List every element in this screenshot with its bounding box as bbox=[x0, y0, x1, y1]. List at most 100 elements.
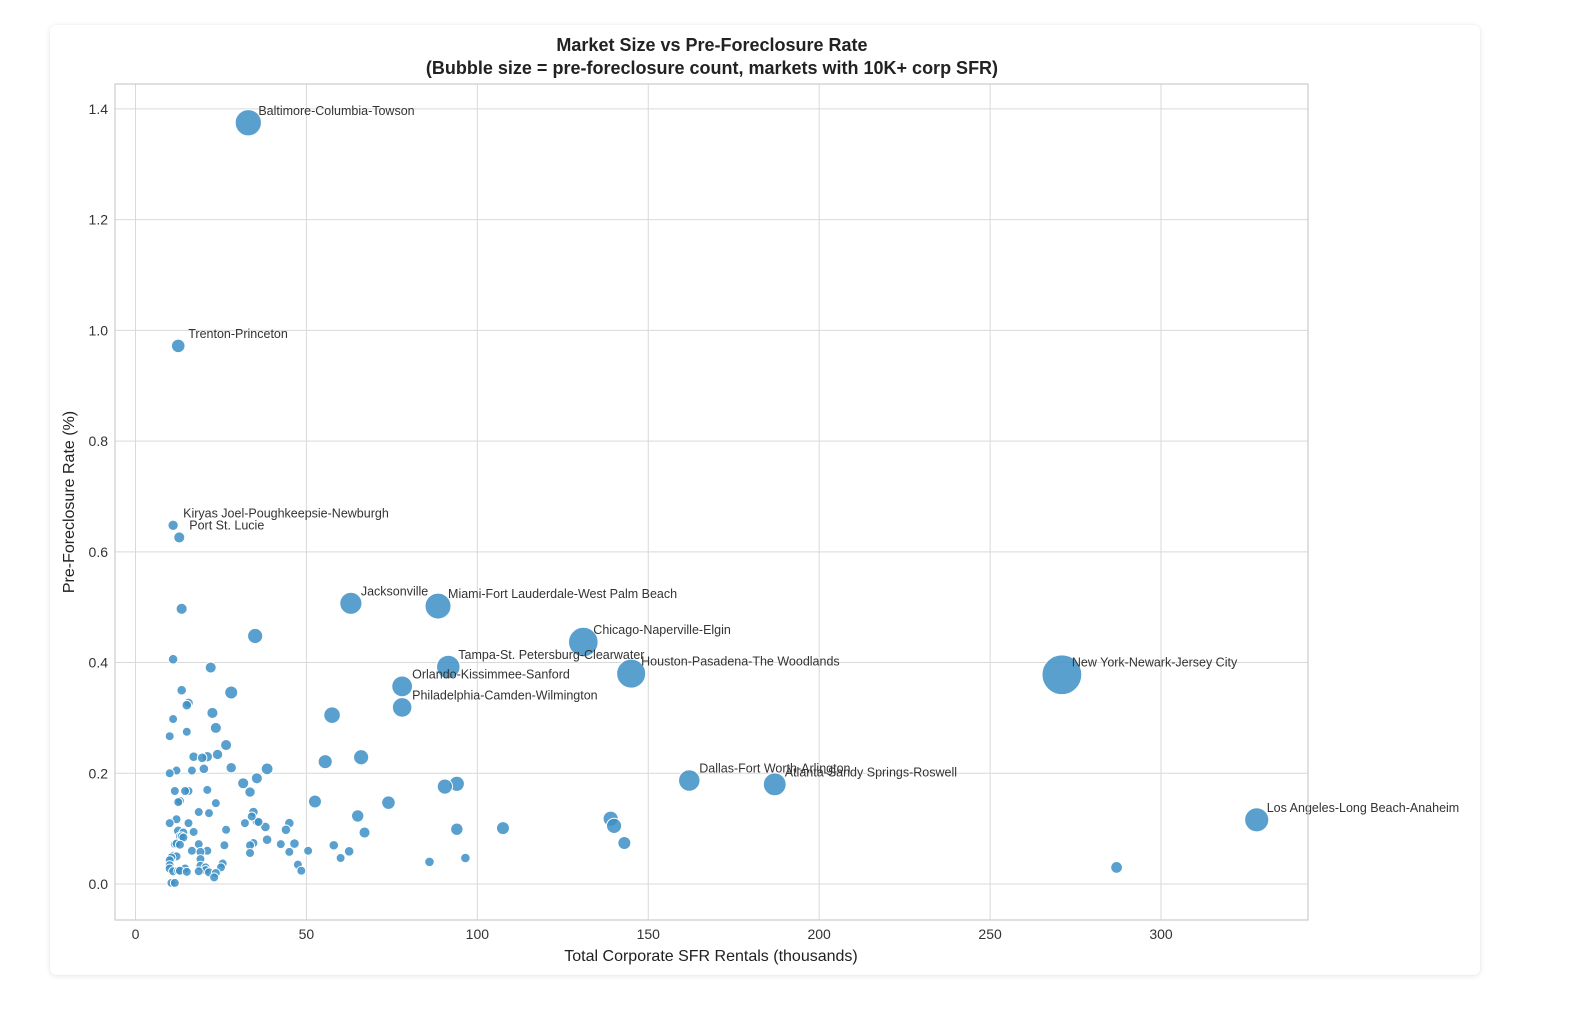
market-label: Baltimore-Columbia-Towson bbox=[258, 104, 414, 118]
market-bubble bbox=[176, 684, 187, 696]
market-label: Chicago-Naperville-Elgin bbox=[593, 623, 731, 637]
point-labels: Baltimore-Columbia-Towson Trenton-Princet… bbox=[183, 104, 1459, 815]
market-label: Kiryas Joel-Poughkeepsie-Newburgh bbox=[183, 506, 389, 520]
market-bubble bbox=[193, 866, 204, 877]
market-bubble bbox=[186, 845, 197, 856]
market-bubble bbox=[351, 809, 365, 823]
market-bubble bbox=[328, 839, 340, 851]
market-bubble bbox=[225, 762, 237, 774]
market-bubble bbox=[296, 865, 307, 876]
market-bubble bbox=[180, 786, 191, 797]
market-bubble-labeled bbox=[762, 772, 787, 797]
x-tick-label: 300 bbox=[1149, 926, 1173, 942]
market-bubble bbox=[460, 852, 471, 864]
market-label: Houston-Pasadena-The Woodlands bbox=[641, 655, 840, 669]
market-bubble-labeled bbox=[170, 338, 186, 354]
market-bubble bbox=[246, 811, 257, 822]
x-tick-label: 200 bbox=[807, 926, 831, 942]
market-bubble bbox=[209, 872, 220, 883]
market-bubble bbox=[209, 721, 222, 734]
market-bubble bbox=[220, 739, 233, 752]
market-label: New York-Newark-Jersey City bbox=[1072, 656, 1238, 670]
chart-title-line1: Market Size vs Pre-Foreclosure Rate bbox=[556, 35, 867, 55]
market-bubble-labeled bbox=[424, 592, 452, 620]
market-bubble bbox=[436, 778, 453, 795]
market-bubble bbox=[196, 752, 208, 764]
market-bubble bbox=[181, 699, 193, 711]
market-bubble bbox=[317, 754, 333, 770]
market-bubble bbox=[221, 824, 232, 835]
market-bubble bbox=[164, 818, 175, 829]
market-bubble bbox=[164, 768, 175, 779]
grid bbox=[115, 84, 1308, 920]
market-bubble bbox=[247, 627, 264, 645]
market-bubble-labeled bbox=[391, 675, 414, 698]
market-bubble bbox=[284, 846, 295, 857]
x-tick-label: 50 bbox=[299, 926, 315, 942]
market-bubble bbox=[250, 772, 263, 785]
y-tick-label: 0.8 bbox=[89, 433, 109, 449]
market-bubble bbox=[261, 834, 273, 846]
market-bubble-labeled bbox=[234, 109, 262, 137]
market-bubble bbox=[167, 653, 179, 665]
market-bubble bbox=[353, 749, 370, 766]
market-label: Los Angeles-Long Beach-Anaheim bbox=[1267, 801, 1460, 815]
x-tick-label: 250 bbox=[978, 926, 1002, 942]
market-bubble bbox=[1110, 861, 1123, 874]
market-bubble bbox=[186, 765, 197, 776]
market-bubble-labeled bbox=[167, 519, 179, 531]
market-bubble bbox=[260, 762, 274, 776]
market-bubble bbox=[174, 839, 185, 850]
market-bubble-labeled bbox=[568, 626, 599, 658]
market-bubble bbox=[253, 817, 264, 828]
market-bubble bbox=[204, 661, 217, 674]
y-tick-label: 0.6 bbox=[89, 544, 109, 560]
market-bubble-labeled bbox=[678, 769, 701, 792]
market-bubble bbox=[605, 817, 623, 834]
market-bubble bbox=[307, 794, 322, 809]
market-bubble-labeled bbox=[1244, 807, 1270, 833]
market-bubble bbox=[206, 706, 219, 719]
y-tick-label: 1.2 bbox=[89, 212, 109, 228]
market-bubble bbox=[202, 784, 213, 795]
market-bubble bbox=[211, 748, 224, 761]
market-bubble bbox=[181, 726, 192, 737]
market-bubble bbox=[198, 763, 210, 775]
y-tick-label: 0.0 bbox=[89, 876, 109, 892]
market-bubble bbox=[335, 852, 346, 863]
market-bubble bbox=[424, 856, 435, 868]
market-label: Trenton-Princeton bbox=[188, 327, 288, 341]
market-bubble bbox=[169, 786, 180, 797]
market-bubble bbox=[169, 877, 180, 888]
market-bubble-labeled bbox=[391, 697, 413, 718]
x-tick-label: 150 bbox=[637, 926, 661, 942]
market-bubble bbox=[381, 795, 396, 810]
market-bubble bbox=[224, 685, 239, 700]
market-bubble-labeled bbox=[339, 591, 363, 615]
market-label: Miami-Fort Lauderdale-West Palm Beach bbox=[448, 587, 677, 601]
x-tick-label: 0 bbox=[132, 926, 140, 942]
market-bubble bbox=[204, 808, 215, 819]
market-bubble bbox=[244, 786, 256, 798]
market-bubble bbox=[173, 797, 184, 808]
chart-card bbox=[50, 25, 1480, 975]
market-bubble bbox=[617, 836, 632, 851]
market-bubble-labeled bbox=[436, 654, 461, 680]
market-bubble bbox=[358, 826, 371, 839]
market-bubble bbox=[343, 846, 355, 857]
plot-frame bbox=[114, 83, 1309, 921]
market-label: Philadelphia-Camden-Wilmington bbox=[412, 688, 598, 702]
market-label: Tampa-St. Petersburg-Clearwater bbox=[458, 648, 644, 662]
bubbles bbox=[164, 109, 1270, 888]
market-bubble-labeled bbox=[616, 658, 647, 689]
market-bubble bbox=[495, 821, 510, 836]
market-label: Jacksonville bbox=[361, 584, 428, 598]
market-bubble-labeled bbox=[1041, 654, 1083, 696]
market-bubble bbox=[323, 706, 341, 724]
y-tick-label: 0.4 bbox=[89, 655, 109, 671]
axis-ticks: 0 50 100 150 200 250 300 0.0 0.2 0.4 0.6 0.8 1.0 1.2 1… bbox=[89, 101, 1173, 942]
y-tick-label: 1.4 bbox=[89, 101, 109, 117]
market-bubble bbox=[219, 840, 230, 851]
market-bubble bbox=[181, 866, 192, 877]
market-bubble bbox=[245, 848, 256, 859]
